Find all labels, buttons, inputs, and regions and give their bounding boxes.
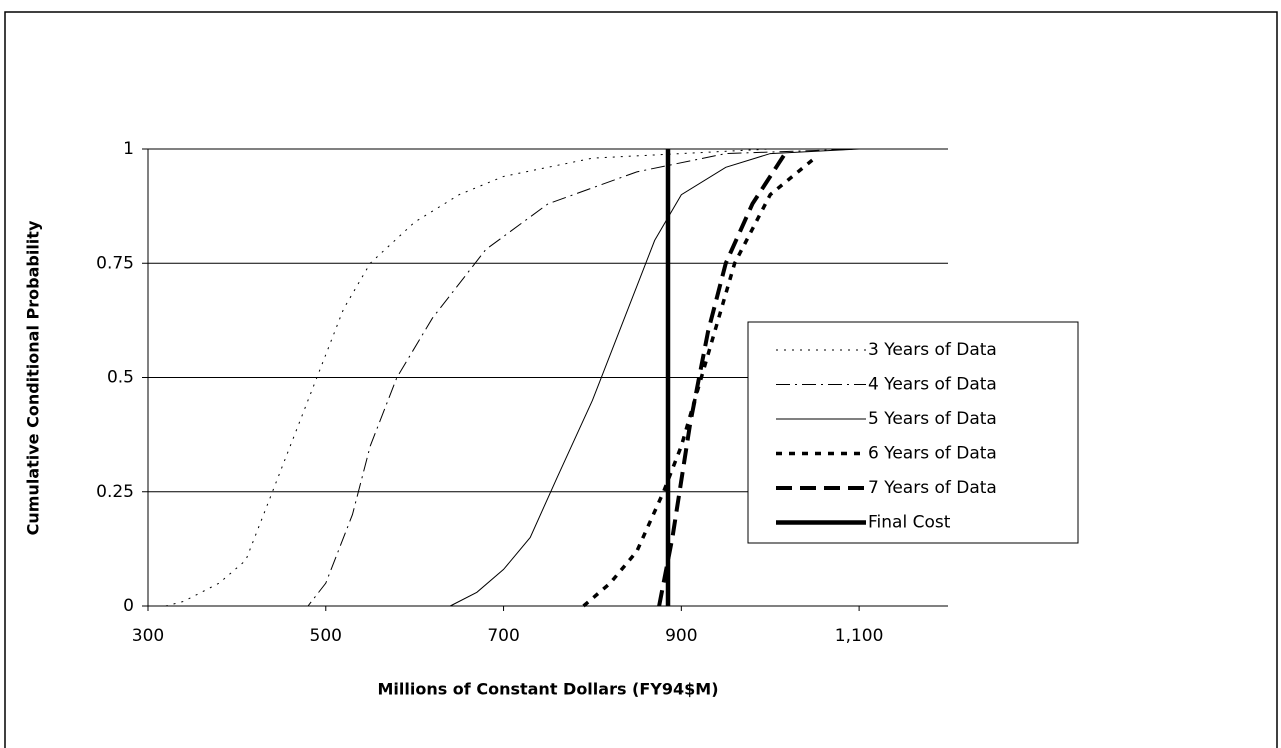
y-tick-label: 0.75 xyxy=(96,253,134,273)
legend-label: Final Cost xyxy=(868,513,951,533)
y-tick-label: 0.25 xyxy=(96,482,134,502)
y-tick-label: 0 xyxy=(123,596,134,616)
legend-label: 6 Years of Data xyxy=(868,444,997,464)
legend-label: 4 Years of Data xyxy=(868,375,997,395)
x-tick-label: 700 xyxy=(487,626,519,646)
series-line xyxy=(657,147,790,607)
series-line xyxy=(165,148,948,607)
y-tick-label: 0.5 xyxy=(107,368,134,388)
x-axis-title: Millions of Constant Dollars (FY94$M) xyxy=(377,680,718,699)
y-tick-label: 1 xyxy=(123,139,134,159)
series-line xyxy=(582,156,816,608)
legend-label: 5 Years of Data xyxy=(868,409,997,429)
legend-label: 3 Years of Data xyxy=(868,340,997,360)
frame xyxy=(4,11,1278,748)
legend-label: 7 Years of Data xyxy=(868,478,997,498)
x-tick-label: 900 xyxy=(665,626,697,646)
y-axis-title: Cumulative Conditional Probability xyxy=(24,220,43,535)
series-line xyxy=(449,148,948,607)
x-tick-label: 500 xyxy=(310,626,342,646)
x-tick-label: 300 xyxy=(132,626,164,646)
legend-box xyxy=(747,321,1079,544)
series-line xyxy=(299,148,948,607)
x-tick-label: 1,100 xyxy=(835,626,884,646)
